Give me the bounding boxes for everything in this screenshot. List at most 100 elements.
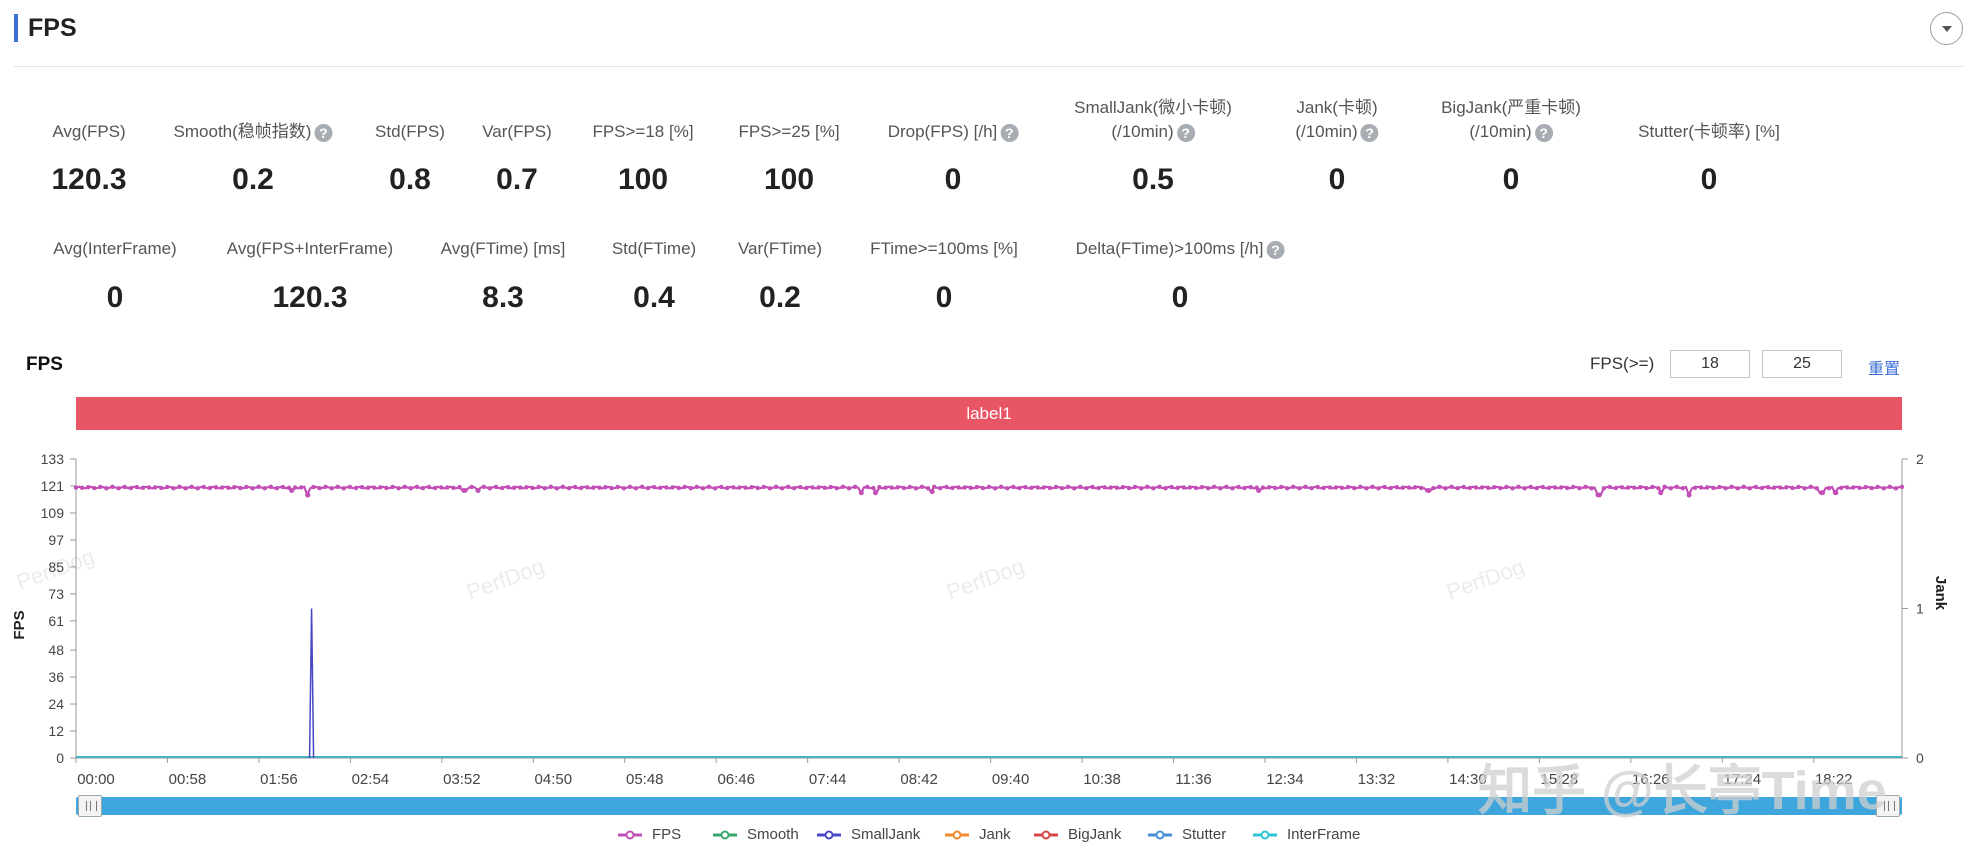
stat-label-text: Std(FPS) <box>375 122 445 141</box>
stats_row2-stat: Avg(FTime) [ms] <box>441 237 566 261</box>
fps-point <box>1321 485 1327 491</box>
legend-item-fps[interactable]: FPS <box>618 826 681 843</box>
legend-label: Smooth <box>747 826 799 843</box>
x-tick-label: 07:44 <box>809 771 847 788</box>
time-range-slider[interactable] <box>76 797 1902 815</box>
slider-left-handle[interactable] <box>78 795 102 817</box>
fps-point <box>1625 485 1631 490</box>
fps-point <box>761 484 766 490</box>
fps-point <box>1187 485 1193 490</box>
fps-point <box>1297 486 1302 491</box>
fps-point <box>883 485 888 490</box>
legend-item-bigjank[interactable]: BigJank <box>1034 826 1121 843</box>
fps-point <box>621 486 626 491</box>
stat-sublabel-text: (/10min) <box>1295 122 1358 141</box>
legend-item-smooth[interactable]: Smooth <box>713 826 799 843</box>
help-icon[interactable]: ? <box>314 123 333 142</box>
legend-marker-icon <box>618 830 642 840</box>
fps-point <box>798 484 803 490</box>
fps-point <box>378 485 383 490</box>
help-icon[interactable]: ? <box>1000 123 1019 142</box>
slider-right-handle[interactable] <box>1876 795 1900 817</box>
watermark-text: PerfDog <box>1443 554 1527 605</box>
fps-point <box>767 486 773 491</box>
fps-point <box>1686 492 1692 498</box>
fps-point <box>347 484 353 490</box>
x-tick-label: 14:30 <box>1449 771 1487 788</box>
fps-point <box>1260 485 1266 490</box>
help-icon[interactable]: ? <box>1360 123 1379 142</box>
y2-tick-label: 0 <box>1916 750 1924 766</box>
stats_row2-stat: FTime>=100ms [%] <box>870 237 1018 261</box>
stat-label-text: Var(FPS) <box>482 122 552 141</box>
fps-point <box>372 485 377 490</box>
fps-point <box>1765 485 1771 490</box>
fps-point <box>1772 485 1777 490</box>
stat-label-text: Delta(FTime)>100ms [/h] <box>1075 239 1264 258</box>
fps-point <box>901 485 906 491</box>
y-tick-label: 0 <box>56 750 64 766</box>
legend-item-smalljank[interactable]: SmallJank <box>817 826 920 843</box>
fps-point <box>585 485 590 490</box>
fps-threshold-input-2[interactable] <box>1762 350 1842 378</box>
fps-point <box>1583 484 1588 489</box>
stat-label: Avg(FTime) [ms] <box>441 237 566 261</box>
fps-point <box>1796 484 1801 490</box>
stats_row1-stat: Jank(卡顿) (/10min)? <box>1295 96 1379 144</box>
fps-point <box>1577 486 1582 491</box>
y-tick-label: 133 <box>41 451 65 467</box>
x-tick-label: 03:52 <box>443 771 481 788</box>
fps-point <box>1114 485 1120 490</box>
y2-tick-label: 2 <box>1916 451 1924 467</box>
reset-button[interactable]: 重置 <box>1868 361 1901 378</box>
fps-point <box>974 484 979 490</box>
fps-point <box>1658 490 1664 496</box>
legend-item-interframe[interactable]: InterFrame <box>1253 826 1360 843</box>
fps-point <box>639 484 645 489</box>
legend-item-stutter[interactable]: Stutter <box>1148 826 1226 843</box>
fps-point <box>1236 484 1241 490</box>
collapse-button[interactable] <box>1930 12 1963 45</box>
fps-threshold-label: FPS(>=) <box>1590 354 1655 373</box>
x-tick-label: 18:22 <box>1815 771 1853 788</box>
fps-point <box>524 485 529 490</box>
help-icon[interactable]: ? <box>1176 123 1195 142</box>
fps-point <box>1303 484 1308 489</box>
help-icon[interactable]: ? <box>1266 240 1285 259</box>
fps-point <box>518 485 523 490</box>
x-tick-label: 05:48 <box>626 771 664 788</box>
y-axis-title: FPS <box>11 610 28 639</box>
header-divider <box>14 66 1963 67</box>
stat-label-text: FTime>=100ms [%] <box>870 239 1018 258</box>
fps-point <box>603 485 608 490</box>
fps-point <box>1546 485 1552 490</box>
fps-point <box>731 485 736 490</box>
fps-point <box>682 484 687 490</box>
fps-point <box>579 485 584 491</box>
fps-point <box>128 485 133 491</box>
y-tick-label: 12 <box>48 723 64 739</box>
stats_row1-stat: Stutter(卡顿率) [%] <box>1638 120 1780 144</box>
fps-point <box>658 485 663 490</box>
fps-point <box>1358 484 1363 489</box>
fps-point <box>1017 485 1022 491</box>
x-tick-label: 01:56 <box>260 771 298 788</box>
fps-point <box>289 488 295 493</box>
fps-threshold-input-1[interactable] <box>1670 350 1750 378</box>
fps-point <box>992 486 998 491</box>
fps-point <box>1887 484 1893 489</box>
stats_row2-stat: Avg(InterFrame) <box>53 237 176 261</box>
fps-point <box>292 485 298 490</box>
legend-item-jank[interactable]: Jank <box>945 826 1011 843</box>
fps-point <box>1558 485 1564 490</box>
fps-point <box>1857 485 1862 490</box>
fps-point <box>1412 485 1418 490</box>
label-band[interactable]: label1 <box>76 397 1902 430</box>
fps-point <box>207 485 213 491</box>
fps-chart[interactable]: PerfDogPerfDogPerfDogPerfDogPerfDogPerfD… <box>0 430 1975 798</box>
fps-point <box>232 485 237 490</box>
stat-label-text: FPS>=18 [%] <box>592 122 694 141</box>
fps-point <box>256 484 261 489</box>
help-icon[interactable]: ? <box>1534 123 1553 142</box>
y2-tick-label: 1 <box>1916 601 1924 617</box>
